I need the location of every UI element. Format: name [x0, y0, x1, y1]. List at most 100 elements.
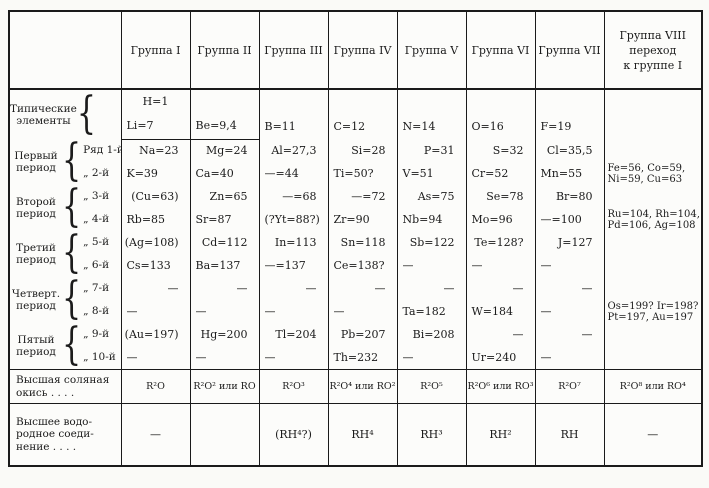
- period-label-1: Первый период { Ряд 1-й „ 2-й: [9, 139, 122, 185]
- element-cell: (Cu=63): [121, 185, 191, 208]
- oxide-row-label: Высшая соляная окись . . . .: [9, 369, 122, 404]
- row-label: „ 6-й: [83, 259, 110, 271]
- period-label-4: Четверт. период { „ 7-й „ 8-й: [9, 277, 122, 323]
- element-cell: —: [190, 277, 260, 300]
- table-row: Первый период { Ряд 1-й „ 2-й Na=23 Mg=2…: [9, 139, 702, 185]
- row-labels: „ 9-й „ 10-й: [81, 323, 120, 369]
- element-cell: Ce=138?: [328, 254, 398, 277]
- group-viii-cell: [604, 323, 702, 346]
- element-cell: Cr=52: [466, 162, 536, 185]
- element-cell: Te=128?: [466, 231, 536, 254]
- oxide-formula-cell: R²O³: [259, 369, 329, 404]
- element-cell: (Ag=108): [121, 231, 191, 254]
- element-cell: —=68: [259, 185, 329, 208]
- hydride-formula-cell: RH³: [397, 403, 467, 466]
- hydride-formula-cell: (RH⁴?): [259, 403, 329, 466]
- group-viii-cell: [604, 346, 702, 369]
- period-name: Пятый период: [16, 334, 56, 358]
- period-name: Второй период: [16, 196, 56, 220]
- group-viii-cell: [604, 185, 702, 208]
- period-name: Третий период: [16, 242, 56, 266]
- element-cell: O=16: [466, 113, 536, 139]
- oxide-formula-cell: R²O⁸ или RO⁴: [604, 369, 702, 404]
- row-label: „ 8-й: [83, 305, 110, 317]
- table-row: — — — — Ta=182 W=184 — Os=199? Ir=198? P…: [9, 300, 702, 323]
- table-row: Четверт. период { „ 7-й „ 8-й — — — — — …: [9, 277, 702, 323]
- group-i-header: Группа I: [121, 11, 191, 90]
- hydride-formula-cell: —: [647, 427, 659, 441]
- element-cell: K=39: [121, 162, 191, 185]
- hydride-formula-cell: —: [121, 403, 191, 466]
- element-cell: —: [121, 300, 191, 323]
- group-viii-cell: Ru=104, Rh=104, Pd=106, Ag=108: [607, 208, 700, 231]
- oxide-formula-cell: R²O⁶ или RO³: [466, 369, 536, 404]
- hydride-formula-cell: RH²: [466, 403, 536, 466]
- group-viii-cell: [604, 89, 702, 113]
- element-cell: Be=9,4: [190, 113, 260, 140]
- periodic-table: Группа I Группа II Группа III Группа IV …: [8, 10, 703, 467]
- element-cell: Li=7: [121, 113, 191, 140]
- element-cell: Mn=55: [535, 162, 605, 185]
- element-cell: As=75: [397, 185, 467, 208]
- row-labels: „ 7-й „ 8-й: [81, 277, 120, 323]
- element-cell: —: [259, 277, 329, 300]
- element-cell: C=12: [328, 113, 398, 139]
- group-viii-cell: [604, 231, 702, 254]
- period-name: Четверт. период: [11, 288, 61, 312]
- element-cell: Al=27,3: [259, 139, 329, 162]
- table-row: K=39 Ca=40 —=44 Ti=50? V=51 Cr=52 Mn=55 …: [9, 162, 702, 185]
- row-labels: „ 3-й „ 4-й: [81, 185, 120, 231]
- brace-glyph: {: [62, 277, 82, 323]
- element-cell: Sr=87: [190, 208, 260, 231]
- brace-glyph: {: [62, 185, 82, 231]
- element-cell: —=44: [259, 162, 329, 185]
- period-name: Первый период: [14, 150, 58, 174]
- element-cell: Ta=182: [397, 300, 467, 323]
- element-cell: —: [190, 346, 260, 370]
- hydride-formula-cell: RH: [535, 403, 605, 466]
- brace-glyph: {: [62, 323, 82, 370]
- row-label: „ 4-й: [83, 213, 110, 225]
- element-cell: [535, 89, 605, 113]
- element-cell: Ba=137: [190, 254, 260, 277]
- brace-glyph: {: [76, 89, 96, 139]
- element-cell: —: [397, 346, 467, 370]
- group-viii-cell: [604, 113, 702, 139]
- group-vi-header: Группа VI: [466, 11, 536, 90]
- hydride-formula-cell: RH⁴: [328, 403, 398, 466]
- element-cell: Hg=200: [190, 323, 260, 347]
- element-cell: Na=23: [121, 139, 191, 162]
- group-viii-header: Группа VIII переход к группе I: [604, 11, 702, 90]
- row-labels: „ 5-й „ 6-й: [81, 231, 120, 277]
- period-name: Типические элементы: [10, 102, 77, 127]
- row-label: Ряд 1-й: [83, 144, 121, 156]
- element-cell: H=1: [121, 89, 191, 113]
- typical-elements-label: Типические элементы {: [9, 89, 122, 139]
- element-cell: —: [466, 254, 536, 277]
- element-cell: Sb=122: [397, 231, 467, 254]
- element-cell: —: [535, 300, 605, 323]
- element-cell: Tl=204: [259, 323, 329, 347]
- table-row: Второй период { „ 3-й „ 4-й (Cu=63) Zn=6…: [9, 185, 702, 231]
- element-cell: —: [466, 323, 536, 347]
- element-cell: [466, 89, 536, 113]
- row-label: „ 9-й: [83, 328, 110, 340]
- element-cell: —=137: [259, 254, 329, 277]
- element-cell: —: [259, 346, 329, 370]
- table-row: Пятый период { „ 9-й „ 10-й (Au=197) Hg=…: [9, 323, 702, 370]
- oxide-formula-cell: R²O⁵: [397, 369, 467, 404]
- row-labels: Ряд 1-й „ 2-й: [81, 139, 121, 185]
- element-cell: (?Yt=88?): [259, 208, 329, 231]
- element-cell: —: [535, 254, 605, 277]
- row-label: „ 7-й: [83, 282, 110, 294]
- element-cell: [328, 89, 398, 113]
- element-cell: (Au=197): [121, 323, 191, 347]
- element-cell: Zr=90: [328, 208, 398, 231]
- element-cell: Ur=240: [466, 346, 536, 370]
- group-viii-cell: [604, 277, 702, 300]
- row-label: „ 5-й: [83, 236, 110, 248]
- table-row: Типические элементы { H=1: [9, 89, 702, 139]
- element-cell: —: [397, 254, 467, 277]
- element-cell: W=184: [466, 300, 536, 323]
- oxide-row: Высшая соляная окись . . . . R²O R²O² ил…: [9, 369, 702, 404]
